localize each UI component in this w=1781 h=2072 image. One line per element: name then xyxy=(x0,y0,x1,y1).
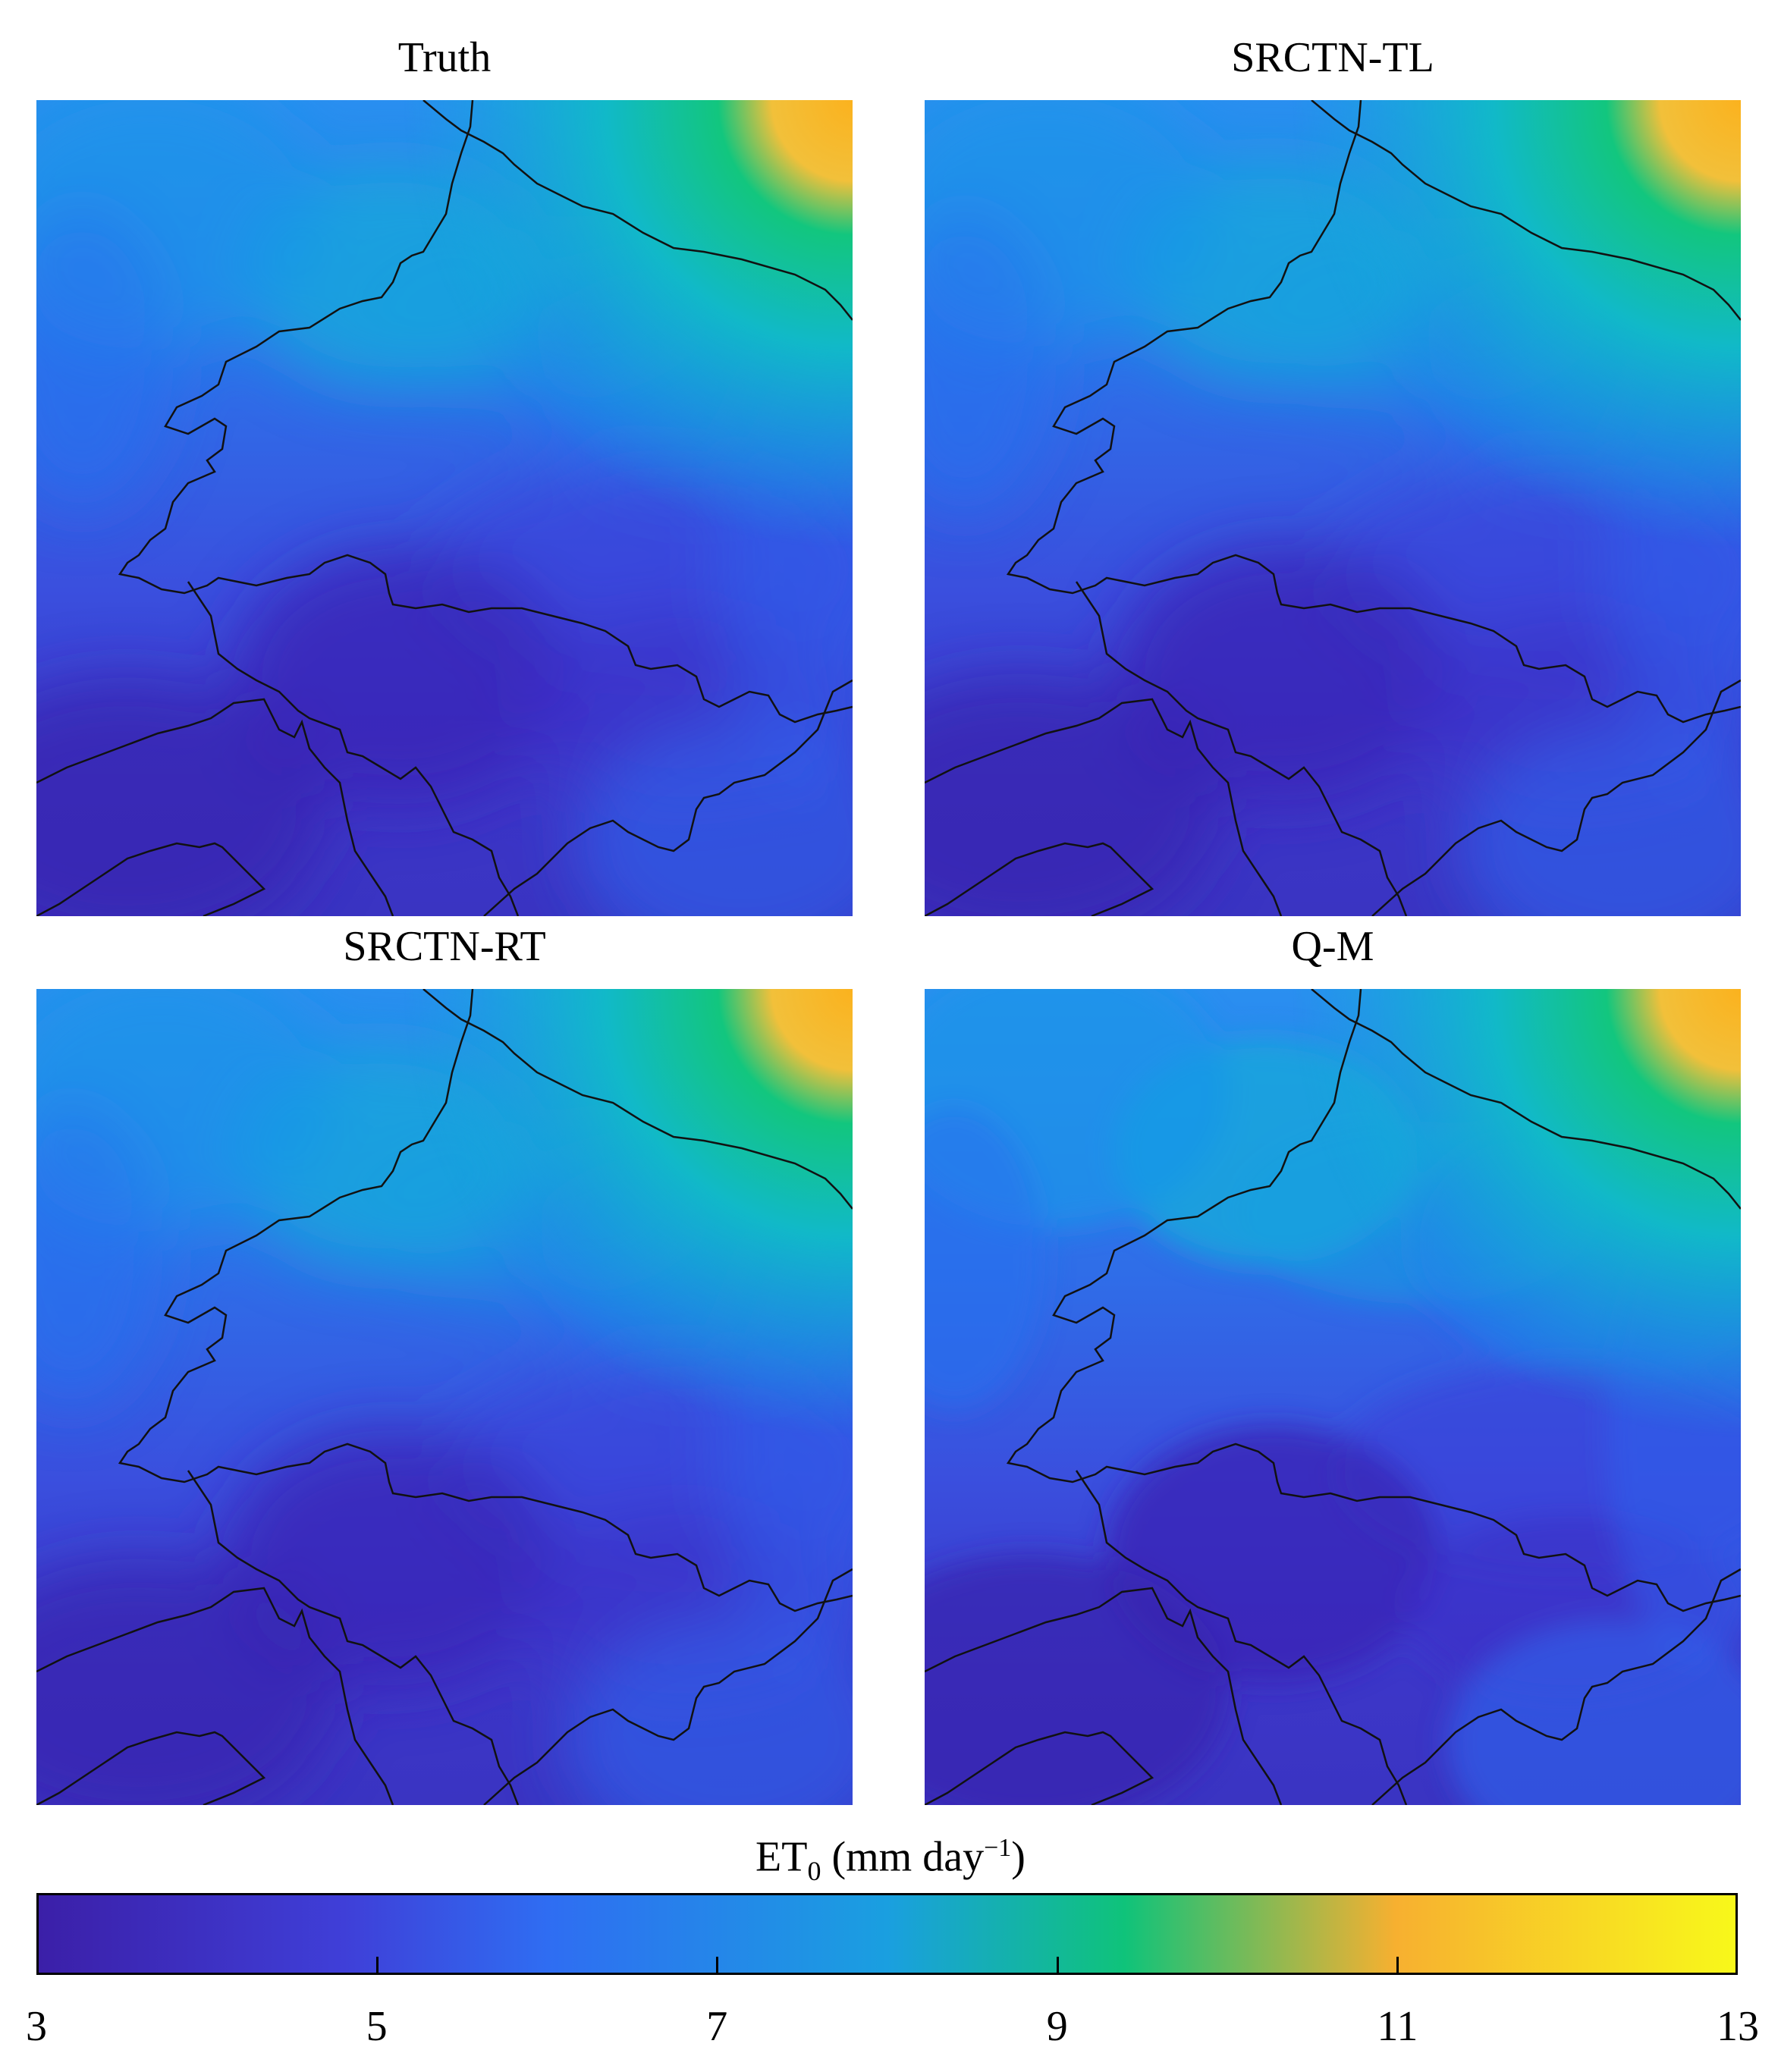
province-borders xyxy=(925,989,1741,1805)
province-borders xyxy=(36,100,853,916)
border-line-1 xyxy=(118,100,853,724)
border-line-3 xyxy=(36,698,394,916)
border-line-2 xyxy=(187,1470,520,1805)
panel-title-srctn-tl: SRCTN-TL xyxy=(1231,34,1434,81)
colorbar-tick-9 xyxy=(1056,1957,1059,1975)
colorbar-tick-label-13: 13 xyxy=(1717,2003,1759,2050)
border-line-2 xyxy=(1075,581,1408,916)
border-line-0 xyxy=(1311,989,1741,1210)
colorbar xyxy=(36,1893,1738,1975)
border-line-2 xyxy=(187,581,520,916)
border-line-0 xyxy=(422,100,853,321)
border-line-3 xyxy=(925,1587,1283,1805)
border-line-1 xyxy=(118,989,853,1612)
border-line-4 xyxy=(1371,679,1741,916)
border-line-0 xyxy=(1311,100,1741,321)
border-line-4 xyxy=(1371,1568,1741,1805)
et0-field xyxy=(36,989,853,1805)
colorbar-title: ET0 (mm day−1) xyxy=(755,1833,1026,1886)
panel-title-q-m: Q-M xyxy=(1291,923,1374,970)
colorbar-tick-label-11: 11 xyxy=(1377,2003,1418,2050)
panel-title-truth: Truth xyxy=(397,34,492,81)
colorbar-tick-label-5: 5 xyxy=(366,2003,388,2050)
map-panel-truth xyxy=(36,100,853,916)
map-panel-srctn-rt xyxy=(36,989,853,1805)
map-panel-srctn-tl xyxy=(925,100,1741,916)
panel-title-srctn-rt: SRCTN-RT xyxy=(343,923,546,970)
colorbar-tick-label-3: 3 xyxy=(26,2003,47,2050)
border-line-1 xyxy=(1006,989,1741,1612)
province-borders xyxy=(36,989,853,1805)
colorbar-tick-7 xyxy=(716,1957,719,1975)
border-line-1 xyxy=(1006,100,1741,724)
colorbar-tick-11 xyxy=(1396,1957,1399,1975)
border-line-0 xyxy=(422,989,853,1210)
border-line-5 xyxy=(925,1731,1154,1805)
province-borders xyxy=(925,100,1741,916)
et0-field xyxy=(925,100,1741,916)
border-line-5 xyxy=(36,842,266,916)
map-panel-q-m xyxy=(925,989,1741,1805)
border-line-5 xyxy=(36,1731,266,1805)
border-line-4 xyxy=(483,679,853,916)
colorbar-tick-label-9: 9 xyxy=(1046,2003,1068,2050)
colorbar-tick-label-7: 7 xyxy=(706,2003,728,2050)
border-line-4 xyxy=(483,1568,853,1805)
border-line-3 xyxy=(925,698,1283,916)
et0-field xyxy=(36,100,853,916)
border-line-3 xyxy=(36,1587,394,1805)
border-line-2 xyxy=(1075,1470,1408,1805)
et0-field xyxy=(925,989,1741,1805)
border-line-5 xyxy=(925,842,1154,916)
colorbar-tick-5 xyxy=(375,1957,379,1975)
